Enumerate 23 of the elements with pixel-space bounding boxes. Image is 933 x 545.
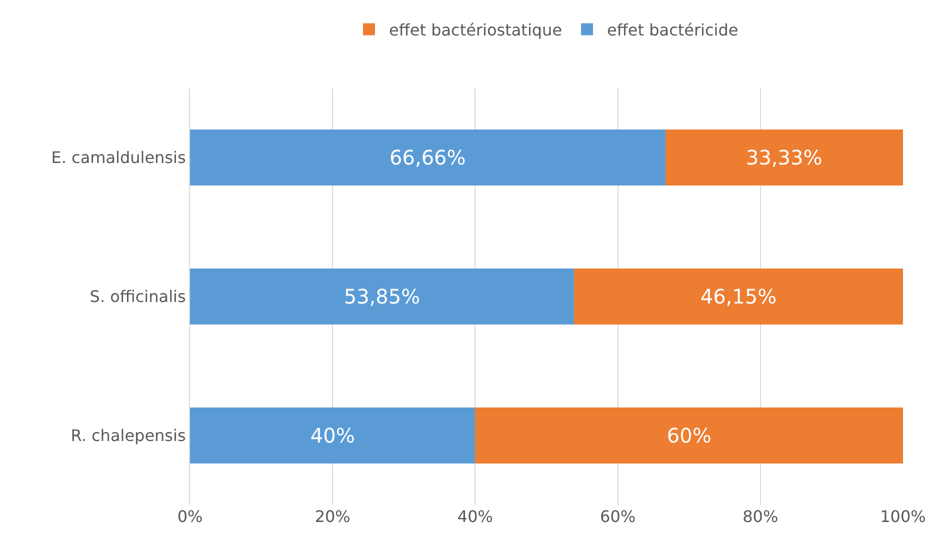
x-tick-label: 60% [600,507,636,526]
x-tick-label: 100% [880,507,926,526]
legend-label: effet bactériostatique [389,20,562,40]
y-tick-label: E. camaldulensis [51,148,186,168]
bar [190,408,476,464]
data-label: 60% [666,424,712,448]
bar [574,268,903,324]
bar [665,130,903,186]
x-tick-label: 40% [457,507,493,526]
data-label: 33,33% [746,146,822,170]
x-tick-label: 80% [742,507,778,526]
bar [190,268,574,324]
data-label: 66,66% [390,146,466,170]
data-label: 46,15% [700,284,777,308]
x-tick-label: 0% [177,507,203,526]
bar [190,130,666,186]
data-label: 53,85% [344,284,420,308]
data-label: 40% [310,424,355,448]
x-tick-label: 20% [314,507,350,526]
bar [475,408,903,464]
y-tick-label: R. chalepensis [70,426,186,446]
y-tick-label: S. officinalis [90,287,186,306]
legend-label: effet bactéricide [607,20,738,40]
